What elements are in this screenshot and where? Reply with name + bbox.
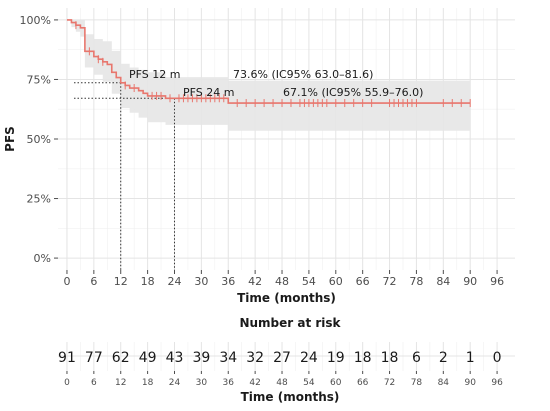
risk-x-axis-title: Time (months) <box>241 390 340 404</box>
risk-x-tick-label: 48 <box>276 378 288 388</box>
risk-value: 49 <box>139 350 157 366</box>
x-tick-label: 78 <box>409 275 423 288</box>
x-tick-label: 24 <box>167 275 181 288</box>
km-annotations: PFS 12 m 73.6% (IC95% 63.0–81.6) PFS 24 m 6… <box>129 68 423 99</box>
survival-line <box>66 19 471 104</box>
risk-value: 18 <box>354 350 372 366</box>
risk-value: 34 <box>219 350 237 366</box>
risk-x-tick-label: 54 <box>303 378 315 388</box>
risk-value: 0 <box>493 350 502 366</box>
risk-value: 2 <box>439 350 448 366</box>
annotation-label: PFS 24 m <box>183 86 234 99</box>
x-tick-label: 6 <box>90 275 97 288</box>
risk-x-tick-label: 78 <box>411 378 423 388</box>
x-tick-label: 12 <box>114 275 128 288</box>
risk-value: 62 <box>112 350 130 366</box>
x-tick-label: 72 <box>383 275 397 288</box>
y-tick-label: 0% <box>34 252 51 265</box>
risk-x-tick-label: 0 <box>64 378 70 388</box>
risk-x-tick-label: 72 <box>384 378 395 388</box>
risk-value: 91 <box>58 350 76 366</box>
risk-x-tick-label: 84 <box>438 378 450 388</box>
y-tick-label: 50% <box>27 133 51 146</box>
x-tick-label: 54 <box>302 275 316 288</box>
km-censor-marks <box>75 21 471 108</box>
risk-value: 1 <box>466 350 475 366</box>
x-tick-label: 96 <box>490 275 504 288</box>
x-tick-label: 66 <box>356 275 370 288</box>
risk-value: 43 <box>166 350 184 366</box>
x-tick-label: 18 <box>141 275 155 288</box>
risk-x-tick-label: 96 <box>491 378 503 388</box>
x-tick-label: 30 <box>194 275 208 288</box>
risk-value: 24 <box>300 350 318 366</box>
risk-value: 77 <box>85 350 103 366</box>
km-guide-lines <box>74 82 175 270</box>
risk-x-tick-label: 42 <box>249 378 260 388</box>
annotation-label: PFS 12 m <box>129 68 180 81</box>
km-axes: 0% 25% 50% 75% 100% 0 6 12 18 24 30 36 42 48 54 60 66 72 7… <box>3 14 504 305</box>
risk-x-tick-label: 66 <box>357 378 369 388</box>
risk-x-tick-label: 18 <box>142 378 154 388</box>
risk-x-tick-label: 24 <box>169 378 181 388</box>
risk-x-tick-label: 36 <box>223 378 235 388</box>
risk-value: 19 <box>327 350 345 366</box>
annotation-value: 67.1% (IC95% 55.9–76.0) <box>283 86 423 99</box>
x-tick-label: 36 <box>221 275 235 288</box>
risk-value: 18 <box>381 350 399 366</box>
risk-x-tick-label: 90 <box>464 378 476 388</box>
x-tick-label: 42 <box>248 275 262 288</box>
risk-value: 32 <box>246 350 264 366</box>
risk-x-tick-label: 30 <box>196 378 208 388</box>
risk-value: 27 <box>273 350 291 366</box>
risk-value: 6 <box>412 350 421 366</box>
risk-x-tick-label: 12 <box>115 378 126 388</box>
x-tick-label: 0 <box>63 275 70 288</box>
x-tick-label: 60 <box>329 275 343 288</box>
km-survival-curve <box>66 19 471 104</box>
risk-x-tick-label: 60 <box>330 378 342 388</box>
y-axis-title: PFS <box>3 126 17 152</box>
annotation-value: 73.6% (IC95% 63.0–81.6) <box>233 68 373 81</box>
km-gridlines <box>58 8 515 270</box>
x-axis-title: Time (months) <box>237 291 336 305</box>
x-tick-label: 90 <box>463 275 477 288</box>
risk-value: 39 <box>192 350 210 366</box>
y-tick-label: 25% <box>27 193 51 206</box>
risk-table-title: Number at risk <box>239 316 341 330</box>
x-tick-label: 48 <box>275 275 289 288</box>
y-tick-label: 75% <box>27 73 51 86</box>
x-tick-label: 84 <box>436 275 450 288</box>
risk-x-tick-label: 6 <box>91 378 97 388</box>
y-tick-label: 100% <box>20 14 51 27</box>
